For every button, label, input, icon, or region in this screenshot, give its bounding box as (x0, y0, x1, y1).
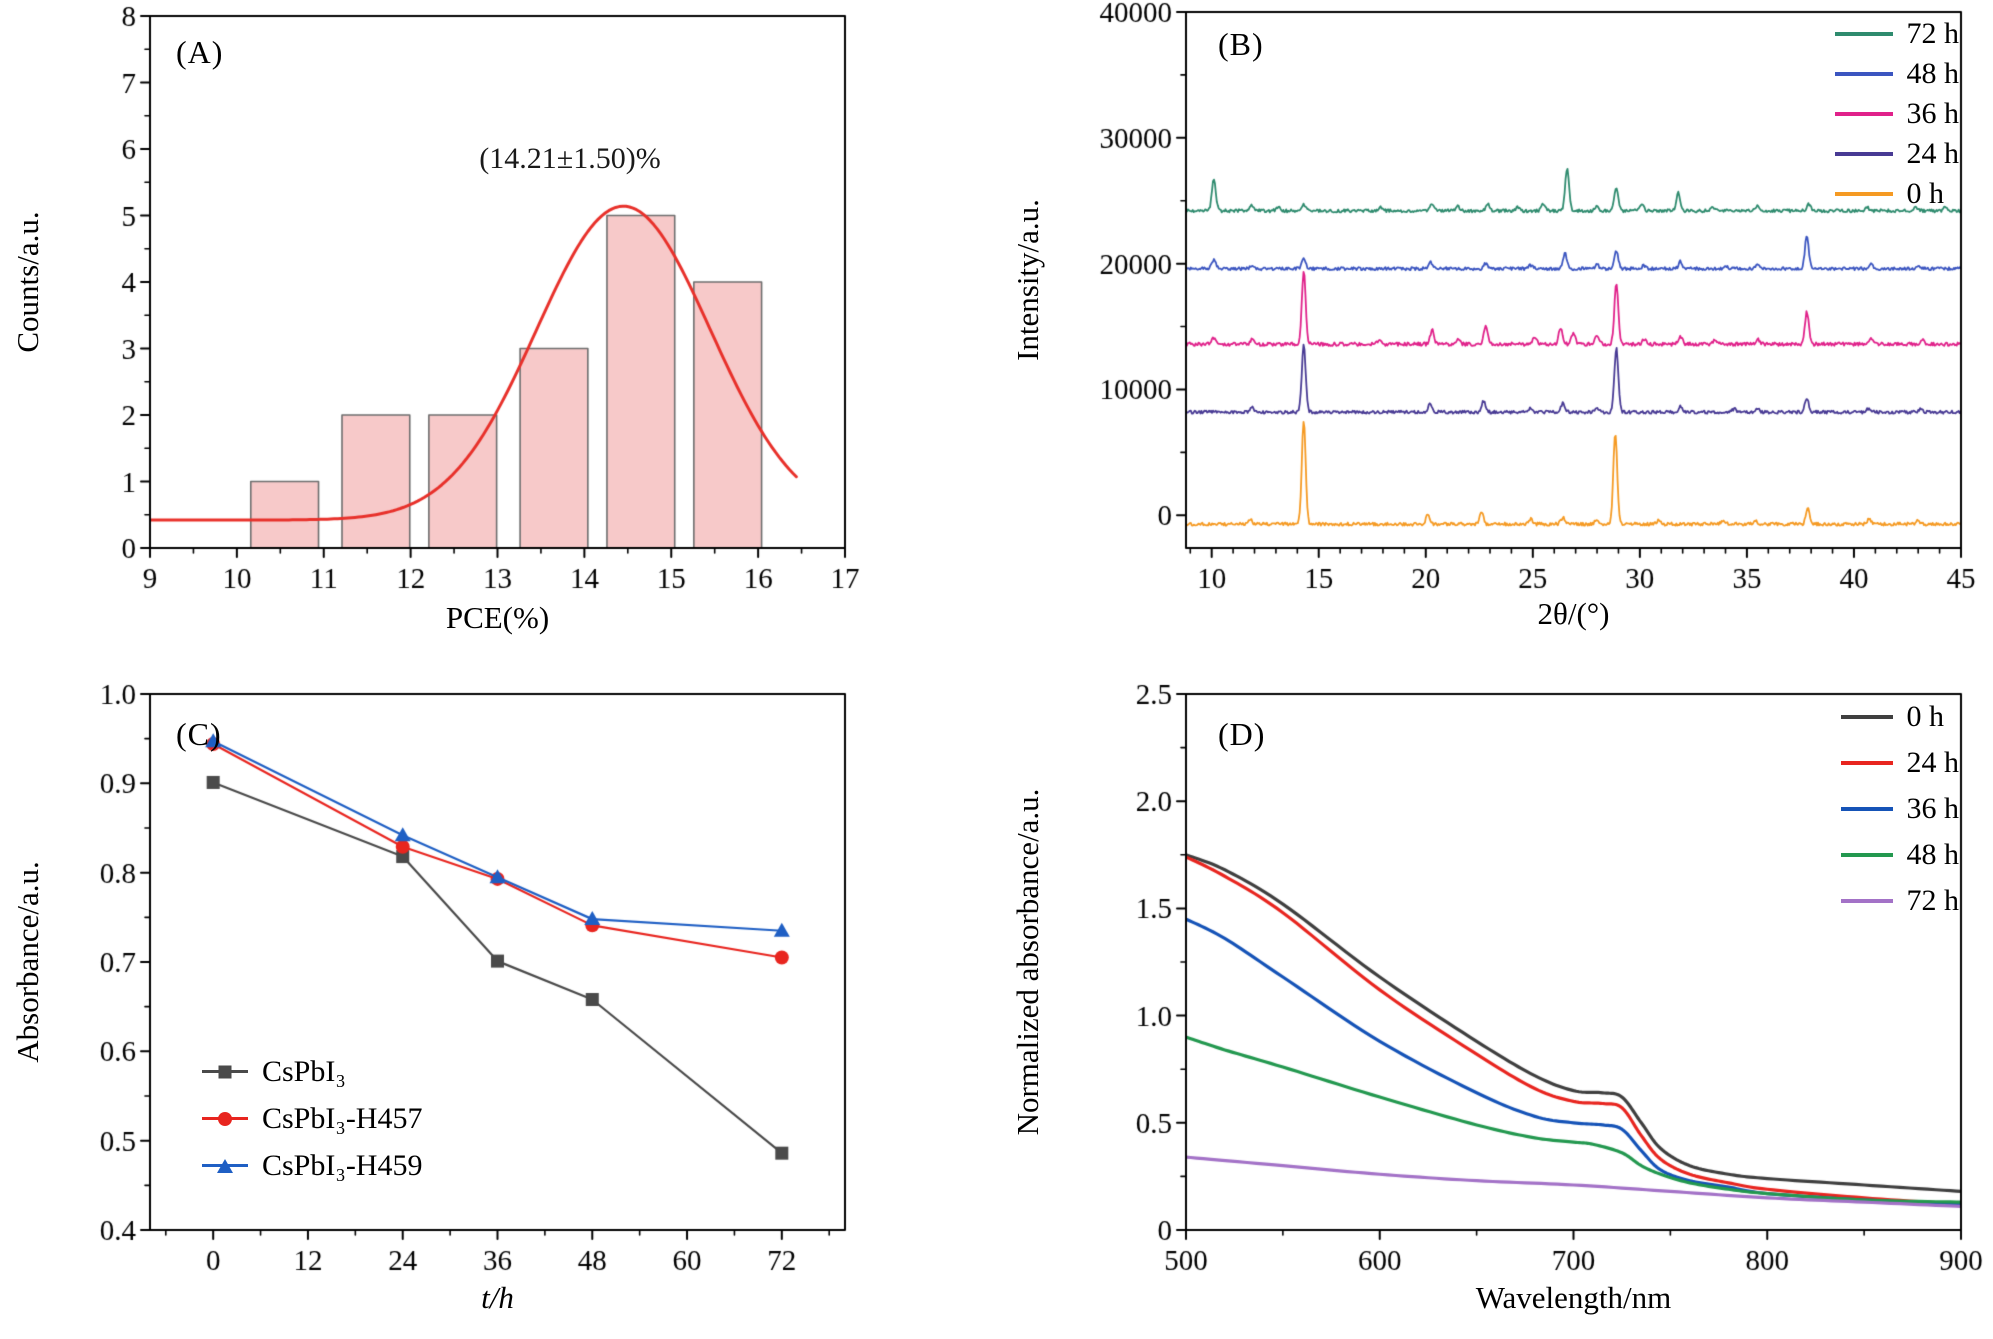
legend-entry: 36 h (1834, 94, 1960, 134)
legend-triangle-marker-icon (217, 1158, 233, 1173)
legend-label: 0 h (1906, 177, 1945, 210)
legend-label: CsPbI₃-H459 (262, 1148, 423, 1182)
legend-circle-marker-icon (218, 1111, 232, 1126)
legend-label: 0 h (1906, 700, 1945, 733)
legend-entry: CsPbI₃-H459 (202, 1142, 422, 1189)
legend-label: 36 h (1906, 792, 1960, 825)
legend-entry: 0 h (1840, 694, 1960, 740)
chart-c-x-axis-label: t/h (481, 1280, 514, 1315)
legend-line-swatch (1834, 192, 1893, 196)
legend-entry: 24 h (1834, 134, 1960, 174)
legend-label: 48 h (1906, 57, 1960, 90)
legend-entry: 48 h (1834, 54, 1960, 94)
legend-line-swatch (202, 1158, 248, 1173)
chart-c-legend: CsPbI₃ CsPbI₃-H457 CsPbI₃-H459 (202, 1048, 422, 1189)
legend-line-swatch (202, 1065, 248, 1078)
panel-b-letter: (B) (1218, 26, 1264, 62)
legend-label: CsPbI₃-H457 (262, 1101, 423, 1135)
panel-d-absorbance: (D) 0 h 24 h 36 h 48 h 72 h Wavelength/nm No… (996, 670, 1993, 1339)
chart-d-x-axis-label: Wavelength/nm (1475, 1280, 1672, 1315)
legend-entry: 72 h (1840, 878, 1960, 924)
chart-d-canvas (996, 670, 1993, 1339)
panel-c-letter: (C) (176, 716, 222, 752)
legend-entry: 48 h (1840, 832, 1960, 878)
legend-square-marker-icon (218, 1065, 232, 1078)
legend-line-swatch (1840, 715, 1893, 719)
chart-a-canvas (0, 0, 996, 670)
legend-entry: CsPbI₃-H457 (202, 1095, 422, 1142)
chart-c-y-axis-label: Absorbance/a.u. (10, 861, 45, 1063)
chart-b-canvas (996, 0, 1993, 670)
legend-entry: 72 h (1834, 14, 1960, 54)
legend-label: 36 h (1906, 97, 1960, 130)
legend-label: 48 h (1906, 838, 1960, 871)
legend-line-swatch (1834, 112, 1893, 116)
panel-c-stability: (C) CsPbI₃ CsPbI₃-H457 CsPbI₃-H459 t/h Abs… (0, 670, 996, 1339)
panel-d-letter: (D) (1218, 716, 1266, 752)
legend-entry: 36 h (1840, 786, 1960, 832)
legend-label: 24 h (1906, 746, 1960, 779)
chart-c-canvas (0, 670, 996, 1339)
panel-a-letter: (A) (176, 34, 224, 70)
legend-entry: CsPbI₃ (202, 1048, 422, 1095)
legend-label: 72 h (1906, 17, 1960, 50)
chart-a-annotation: (14.21±1.50)% (479, 142, 661, 175)
legend-line-swatch (1840, 899, 1893, 903)
chart-b-y-axis-label: Intensity/a.u. (1010, 199, 1045, 361)
chart-b-x-axis-label: 2θ/(°) (1537, 596, 1610, 631)
panel-a-histogram: (A) (14.21±1.50)% PCE(%) Counts/a.u. (0, 0, 996, 670)
legend-entry: 0 h (1834, 174, 1960, 214)
chart-a-y-axis-label: Counts/a.u. (10, 211, 45, 353)
legend-line-swatch (1834, 72, 1893, 76)
legend-line-swatch (1840, 807, 1893, 811)
legend-label: 72 h (1906, 884, 1960, 917)
panel-b-xrd: (B) 72 h 48 h 36 h 24 h 0 h 2θ/(°) Intensity… (996, 0, 1993, 670)
legend-line-swatch (1840, 853, 1893, 857)
legend-entry: 24 h (1840, 740, 1960, 786)
legend-label: 24 h (1906, 137, 1960, 170)
chart-b-legend: 72 h 48 h 36 h 24 h 0 h (1834, 14, 1960, 214)
legend-line-swatch (1840, 761, 1893, 765)
chart-d-legend: 0 h 24 h 36 h 48 h 72 h (1840, 694, 1960, 924)
chart-a-x-axis-label: PCE(%) (445, 600, 550, 635)
legend-line-swatch (1834, 32, 1893, 36)
legend-line-swatch (202, 1111, 248, 1126)
legend-label: CsPbI₃ (262, 1054, 346, 1088)
legend-line-swatch (1834, 152, 1893, 156)
chart-d-y-axis-label: Normalized absorbance/a.u. (1010, 788, 1045, 1136)
